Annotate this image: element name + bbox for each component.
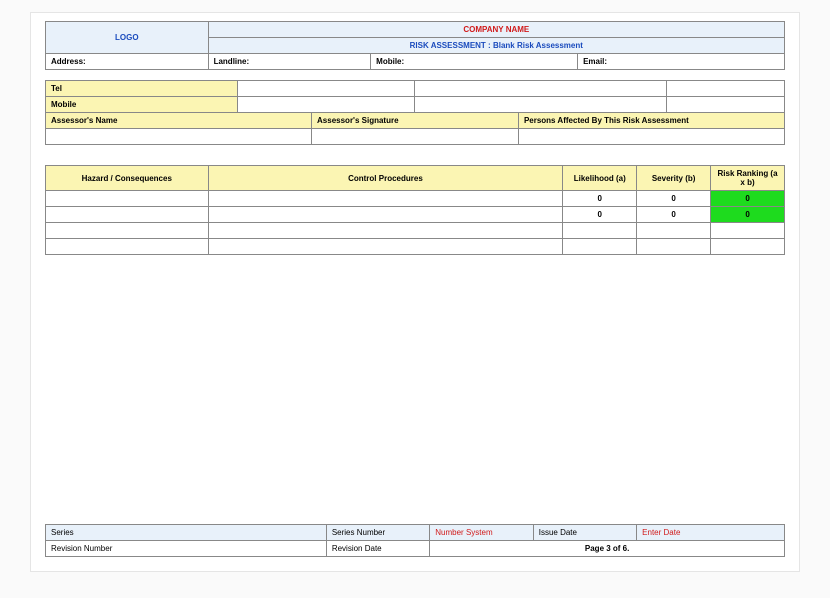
severity-cell[interactable]: 0 — [637, 207, 711, 223]
ranking-cell: 0 — [711, 207, 785, 223]
contact-table: Tel Mobile — [45, 80, 785, 113]
logo-cell: LOGO — [46, 22, 209, 54]
enter-date-label: Enter Date — [637, 525, 785, 541]
revision-date-label: Revision Date — [326, 541, 429, 557]
series-label: Series — [46, 525, 327, 541]
revision-num-label: Revision Number — [46, 541, 327, 557]
likelihood-cell[interactable]: 0 — [563, 207, 637, 223]
severity-cell[interactable] — [637, 239, 711, 255]
mobile-value-3[interactable] — [666, 97, 784, 113]
tel-value-2[interactable] — [415, 81, 666, 97]
header-table: LOGO COMPANY NAME RISK ASSESSMENT : Blan… — [45, 21, 785, 70]
likelihood-cell[interactable] — [563, 223, 637, 239]
mobile-value-2[interactable] — [415, 97, 666, 113]
series-num-label: Series Number — [326, 525, 429, 541]
ranking-cell — [711, 223, 785, 239]
assessor-sig-value[interactable] — [312, 129, 519, 145]
mobile-value-1[interactable] — [238, 97, 415, 113]
table-row: 0 0 0 — [46, 191, 785, 207]
assessor-table: Assessor's Name Assessor's Signature Per… — [45, 112, 785, 145]
number-system-label: Number System — [430, 525, 533, 541]
company-name-cell: COMPANY NAME — [208, 22, 784, 38]
hazard-cell[interactable] — [46, 239, 209, 255]
table-row: 0 0 0 — [46, 207, 785, 223]
risk-table: Hazard / Consequences Control Procedures… — [45, 165, 785, 255]
table-row — [46, 223, 785, 239]
persons-affected-value[interactable] — [518, 129, 784, 145]
likelihood-cell[interactable] — [563, 239, 637, 255]
assessor-name-label: Assessor's Name — [46, 113, 312, 129]
control-cell[interactable] — [208, 207, 563, 223]
table-row — [46, 239, 785, 255]
col-likelihood: Likelihood (a) — [563, 166, 637, 191]
doc-title-cell: RISK ASSESSMENT : Blank Risk Assessment — [208, 38, 784, 54]
hazard-cell[interactable] — [46, 191, 209, 207]
hazard-cell[interactable] — [46, 207, 209, 223]
col-severity: Severity (b) — [637, 166, 711, 191]
email-label: Email: — [578, 54, 785, 70]
control-cell[interactable] — [208, 223, 563, 239]
document-page: LOGO COMPANY NAME RISK ASSESSMENT : Blan… — [30, 12, 800, 572]
tel-value-1[interactable] — [238, 81, 415, 97]
mobile-label: Mobile: — [371, 54, 578, 70]
issue-date-label: Issue Date — [533, 525, 636, 541]
col-control: Control Procedures — [208, 166, 563, 191]
ranking-cell — [711, 239, 785, 255]
ranking-cell: 0 — [711, 191, 785, 207]
footer-table: Series Series Number Number System Issue… — [45, 524, 785, 557]
col-hazard: Hazard / Consequences — [46, 166, 209, 191]
assessor-sig-label: Assessor's Signature — [312, 113, 519, 129]
severity-cell[interactable]: 0 — [637, 191, 711, 207]
address-label: Address: — [46, 54, 209, 70]
footer-block: Series Series Number Number System Issue… — [45, 524, 785, 557]
title-prefix: RISK ASSESSMENT : — [410, 41, 493, 50]
landline-label: Landline: — [208, 54, 371, 70]
tel-value-3[interactable] — [666, 81, 784, 97]
control-cell[interactable] — [208, 239, 563, 255]
assessor-name-value[interactable] — [46, 129, 312, 145]
mobile-contact-label: Mobile — [46, 97, 238, 113]
hazard-cell[interactable] — [46, 223, 209, 239]
tel-label: Tel — [46, 81, 238, 97]
persons-affected-label: Persons Affected By This Risk Assessment — [518, 113, 784, 129]
title-suffix: Blank Risk Assessment — [493, 41, 583, 50]
likelihood-cell[interactable]: 0 — [563, 191, 637, 207]
control-cell[interactable] — [208, 191, 563, 207]
col-ranking: Risk Ranking (a x b) — [711, 166, 785, 191]
page-number: Page 3 of 6. — [430, 541, 785, 557]
severity-cell[interactable] — [637, 223, 711, 239]
